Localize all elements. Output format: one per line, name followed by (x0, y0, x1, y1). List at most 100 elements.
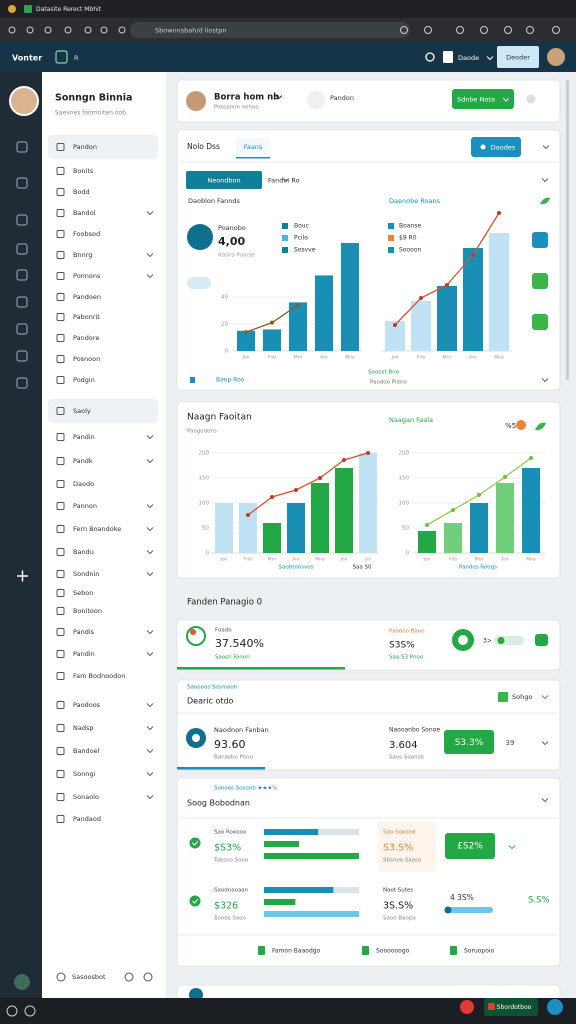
nav-item[interactable]: Pandaod (73, 815, 101, 823)
header-menu[interactable]: Daode (458, 54, 479, 62)
list-footer[interactable]: Soooooogo (376, 948, 410, 955)
chevron[interactable] (146, 630, 154, 635)
nav-item[interactable]: Ponnons (73, 272, 101, 280)
nav-item[interactable]: Bonits (73, 167, 94, 175)
nav-item[interactable]: Pannon (73, 502, 97, 510)
nav-item[interactable]: Posnoon (73, 355, 100, 363)
chevron[interactable] (146, 572, 154, 577)
chevron[interactable] (508, 845, 516, 850)
y-tick-label: 100 (199, 501, 210, 507)
nav-item[interactable]: Fam Bodnoodon (73, 672, 125, 680)
nav-item[interactable]: Bnnrg (73, 251, 92, 259)
orange-icon (516, 420, 526, 430)
chevron[interactable] (282, 178, 290, 183)
nav-item[interactable]: Bandoel (73, 747, 100, 755)
header-button (497, 46, 539, 68)
chevron[interactable] (146, 726, 154, 731)
nav-item[interactable]: Sebon (73, 589, 93, 597)
legend-swatch (388, 223, 394, 229)
chevron[interactable] (146, 504, 154, 509)
nav-item[interactable]: Fern Boandoke (73, 525, 121, 533)
chevron[interactable] (542, 145, 550, 150)
rail-icon (16, 269, 28, 281)
nav-item[interactable]: Bandol (73, 209, 96, 217)
toolbar-icon (504, 26, 512, 34)
chevron[interactable] (541, 378, 549, 383)
chevron[interactable] (146, 749, 154, 754)
brand[interactable]: Vonter (12, 54, 42, 63)
side-icon (532, 273, 548, 289)
nav-item[interactable]: Pandk (73, 457, 93, 465)
nav-item[interactable]: Pandon (73, 143, 97, 151)
chevron[interactable] (502, 97, 510, 102)
sidebar-footer[interactable]: Sasoosbot (72, 973, 106, 981)
kpi-value2: S3S% (389, 641, 415, 651)
row-badge-label[interactable]: £S2% (457, 842, 483, 852)
nav-item[interactable]: Nadsp (73, 724, 93, 732)
bar (237, 330, 255, 351)
chevron[interactable] (146, 435, 154, 440)
overview-footer[interactable]: Baop Roo (216, 377, 245, 384)
header-button-label[interactable]: Deoder (506, 54, 530, 62)
detail-filter[interactable]: Sohgo (512, 693, 532, 701)
nav-item[interactable]: Pandis (73, 628, 95, 636)
chevron[interactable] (146, 274, 154, 279)
nav-item[interactable]: Sonngi (73, 770, 95, 778)
chevron[interactable] (146, 772, 154, 777)
filter-label[interactable]: Neondbon (207, 177, 240, 185)
chevron[interactable] (146, 211, 154, 216)
nav-item[interactable]: Pandin (73, 433, 95, 441)
nav-item[interactable]: Sondnin (73, 570, 99, 578)
chevron[interactable] (486, 56, 494, 61)
trend-point (270, 495, 274, 499)
chart-title: Daoblon Fannds (188, 197, 241, 205)
nav-item[interactable]: Foobsod (73, 230, 100, 238)
nav-item[interactable]: Sonaolo (73, 793, 99, 801)
detail-count: 39 (506, 739, 515, 747)
nav-icon (56, 433, 65, 441)
overview-button-label[interactable]: Daodes (491, 144, 516, 152)
nav-section[interactable]: Saoly (73, 407, 91, 415)
nav-item[interactable]: Bonitoon (73, 607, 102, 615)
chevron[interactable] (146, 459, 154, 464)
nav-item[interactable]: Bodd (73, 188, 90, 196)
chevron[interactable] (146, 253, 154, 258)
rail-add[interactable] (17, 570, 28, 582)
nav-icon (56, 607, 65, 615)
x-tick-label: Jon (242, 355, 250, 361)
chevron[interactable] (146, 550, 154, 555)
nav-item[interactable]: Podgin (73, 376, 95, 384)
chevron[interactable] (146, 527, 154, 532)
nav-item[interactable]: Pabonrit (73, 313, 100, 321)
header-tab[interactable]: R (74, 54, 79, 62)
legend-label: $9 R0 (399, 235, 417, 242)
stat-note: Rasirs Poorse (218, 253, 255, 259)
nav-item[interactable]: Daodo (73, 480, 94, 488)
chevron[interactable] (541, 178, 549, 183)
nav-item[interactable]: Pandin (73, 650, 95, 658)
chevron[interactable] (146, 703, 154, 708)
address-url[interactable]: Sbownnsbah/d liostpn (155, 27, 227, 35)
taskbar-button-label[interactable]: Sbordotboo (497, 1004, 532, 1011)
detail-badge-label[interactable]: S3.3% (455, 738, 484, 748)
chevron[interactable] (541, 798, 549, 803)
tab-title[interactable]: Datasite Rerect Mbhit (36, 6, 102, 13)
list-footer[interactable]: Soruopoio (464, 948, 495, 955)
nav-item[interactable]: Paodoos (73, 701, 101, 709)
filter-label2[interactable]: Fandin Ro (268, 177, 300, 185)
chevron[interactable] (541, 695, 549, 700)
x-tick-label: Mnr (268, 557, 277, 563)
list-footer[interactable]: Famon Baaodgo (272, 948, 321, 955)
chevron[interactable] (146, 652, 154, 657)
nav-item[interactable]: Pandore (73, 334, 99, 342)
user-button-label[interactable]: Sdnbe Nota (457, 96, 495, 104)
bar-track (264, 841, 359, 847)
chevron[interactable] (275, 95, 283, 100)
chevron[interactable] (541, 741, 549, 746)
nav-item[interactable]: Pandoen (73, 293, 101, 301)
overview-tab-label[interactable]: Faans (244, 143, 263, 151)
chevron[interactable] (146, 795, 154, 800)
kpi-toggle[interactable]: 3> (483, 638, 492, 645)
nav-item[interactable]: Bandu (73, 548, 94, 556)
bar (489, 233, 509, 351)
